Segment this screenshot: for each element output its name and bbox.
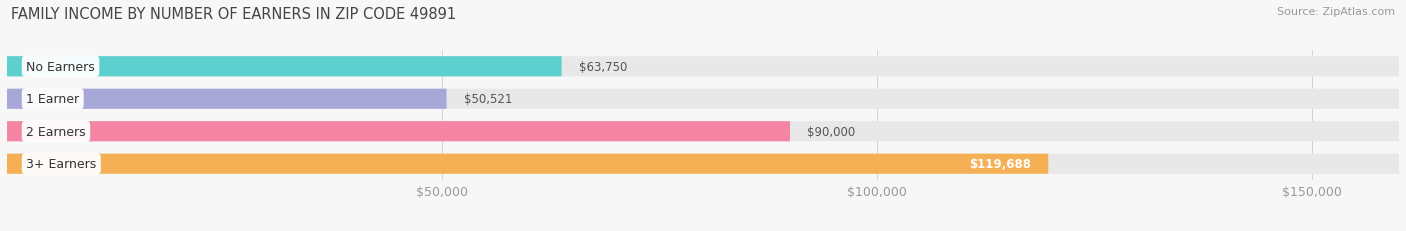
Text: $119,688: $119,688	[969, 158, 1031, 170]
Text: No Earners: No Earners	[27, 61, 96, 73]
Text: FAMILY INCOME BY NUMBER OF EARNERS IN ZIP CODE 49891: FAMILY INCOME BY NUMBER OF EARNERS IN ZI…	[11, 7, 457, 22]
Text: 2 Earners: 2 Earners	[27, 125, 86, 138]
FancyBboxPatch shape	[7, 57, 561, 77]
Text: $90,000: $90,000	[807, 125, 856, 138]
Text: $63,750: $63,750	[579, 61, 627, 73]
FancyBboxPatch shape	[7, 89, 1399, 109]
Text: Source: ZipAtlas.com: Source: ZipAtlas.com	[1277, 7, 1395, 17]
Text: $50,521: $50,521	[464, 93, 512, 106]
FancyBboxPatch shape	[7, 154, 1049, 174]
FancyBboxPatch shape	[7, 154, 1399, 174]
FancyBboxPatch shape	[7, 122, 790, 142]
FancyBboxPatch shape	[7, 89, 447, 109]
FancyBboxPatch shape	[7, 122, 1399, 142]
Text: 3+ Earners: 3+ Earners	[27, 158, 97, 170]
FancyBboxPatch shape	[7, 57, 1399, 77]
Text: 1 Earner: 1 Earner	[27, 93, 79, 106]
